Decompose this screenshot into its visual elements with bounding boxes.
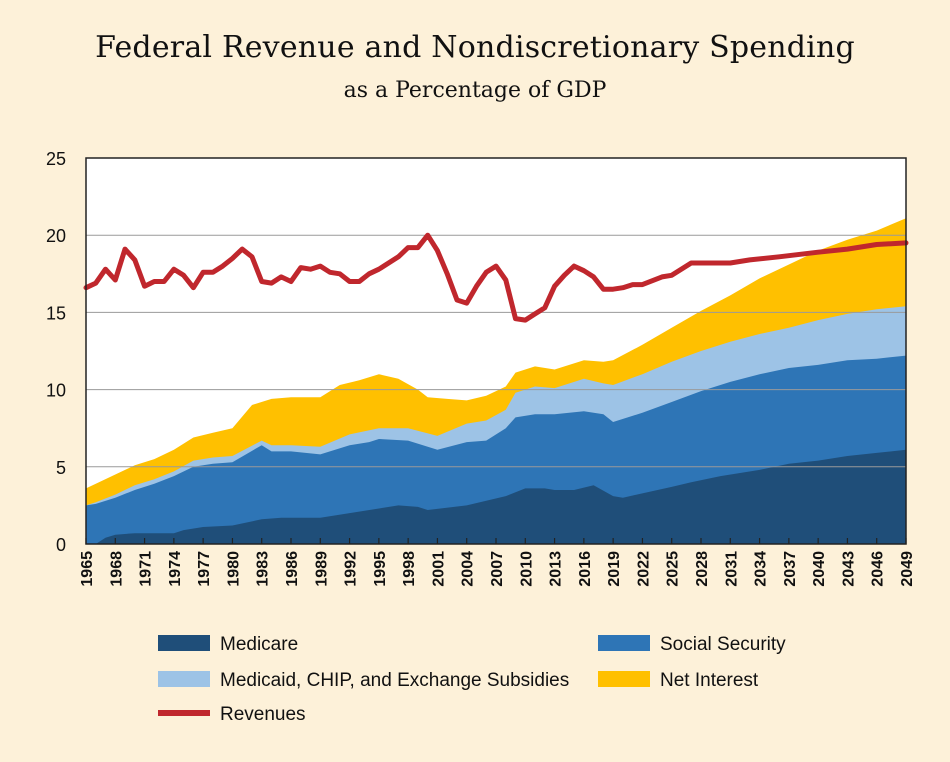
x-tick-label: 1968: [108, 551, 125, 587]
chart-subtitle: as a Percentage of GDP: [343, 78, 607, 103]
x-tick-label: 2040: [811, 551, 828, 587]
y-tick-label: 15: [46, 303, 66, 323]
x-tick-label: 2031: [723, 551, 740, 587]
x-tick-label: 2034: [753, 551, 770, 587]
x-tick-label: 2001: [430, 551, 447, 587]
legend-revenues-label: Revenues: [220, 704, 306, 725]
x-tick-label: 1992: [343, 551, 360, 587]
x-tick-label: 1986: [284, 551, 301, 587]
x-tick-label: 2046: [870, 551, 887, 587]
x-tick-label: 2010: [518, 551, 535, 587]
x-tick-label: 1989: [313, 551, 330, 587]
legend-medicaid-chip-and-exchange-subsidies-swatch: [158, 671, 210, 687]
y-tick-label: 5: [56, 458, 66, 478]
chart-title: Federal Revenue and Nondiscretionary Spe…: [95, 30, 855, 65]
x-tick-label: 2016: [577, 551, 594, 587]
y-tick-label: 25: [46, 149, 66, 169]
x-tick-label: 2007: [489, 551, 506, 587]
x-tick-label: 2025: [665, 551, 682, 587]
gridlines: [86, 234, 906, 468]
x-tick-label: 2028: [694, 551, 711, 587]
y-tick-label: 20: [46, 226, 66, 246]
legend-net-interest-swatch: [598, 671, 650, 687]
x-tick-label: 1974: [167, 551, 184, 587]
line-revenues: [83, 232, 909, 323]
legend-social-security-label: Social Security: [660, 634, 786, 655]
x-tick-label: 1998: [401, 551, 418, 587]
x-tick-label: 1971: [138, 551, 155, 587]
x-tick-label: 2037: [782, 551, 799, 587]
legend: Medicare Social Security Medicaid, CHIP, a…: [158, 634, 786, 725]
x-tick-label: 2022: [635, 551, 652, 587]
x-tick-label: 2049: [899, 551, 916, 587]
area-layers: [86, 218, 906, 544]
area-medicare: [86, 449, 906, 544]
x-axis-ticks: 1965 1968 1971 1974 1977 1980 1983 1986 1989 1992…: [79, 538, 916, 587]
x-tick-label: 2004: [460, 551, 477, 587]
legend-medicaid-chip-and-exchange-subsidies-label: Medicaid, CHIP, and Exchange Subsidies: [220, 670, 569, 691]
x-tick-label: 2043: [840, 551, 857, 587]
legend-medicare-label: Medicare: [220, 634, 298, 655]
line-layers: [83, 232, 909, 323]
x-tick-label: 1980: [225, 551, 242, 587]
x-tick-label: 2013: [548, 551, 565, 587]
x-tick-label: 1965: [79, 551, 96, 587]
legend-medicare-swatch: [158, 635, 210, 651]
y-tick-label: 10: [46, 381, 66, 401]
x-tick-label: 1977: [196, 551, 213, 587]
y-axis-ticks: 0 5 10 15 20 25: [46, 149, 66, 555]
legend-social-security-swatch: [598, 635, 650, 651]
x-tick-label: 1983: [255, 551, 272, 587]
x-tick-label: 2019: [606, 551, 623, 587]
y-tick-label: 0: [56, 535, 66, 555]
x-tick-label: 1995: [372, 551, 389, 587]
legend-net-interest-label: Net Interest: [660, 670, 759, 691]
